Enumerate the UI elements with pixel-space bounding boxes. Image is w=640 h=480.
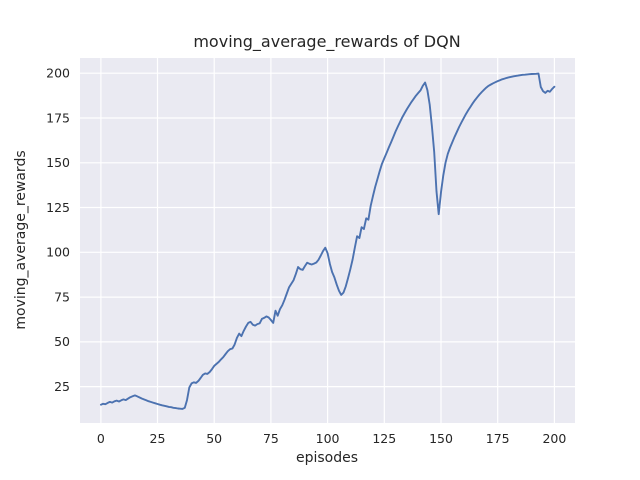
x-tick-label-100: 100 — [316, 431, 340, 446]
chart-title: moving_average_rewards of DQN — [193, 32, 460, 52]
y-tick-label-75: 75 — [54, 289, 70, 304]
y-tick-label-25: 25 — [54, 379, 70, 394]
y-tick-label-150: 150 — [46, 155, 70, 170]
y-axis-label: moving_average_rewards — [13, 150, 29, 329]
x-tick-label-125: 125 — [372, 431, 396, 446]
y-tick-label-200: 200 — [46, 66, 70, 81]
x-tick-labels: 0 25 50 75 100 125 150 175 200 — [97, 431, 566, 446]
x-tick-label-150: 150 — [429, 431, 453, 446]
y-tick-label-175: 175 — [46, 110, 70, 125]
x-tick-label-175: 175 — [486, 431, 510, 446]
y-tick-label-100: 100 — [46, 245, 70, 260]
x-axis-label: episodes — [296, 450, 358, 466]
x-tick-label-50: 50 — [206, 431, 222, 446]
y-tick-label-50: 50 — [54, 334, 70, 349]
reward-line — [99, 72, 556, 410]
x-tick-label-25: 25 — [150, 431, 166, 446]
y-tick-labels: 25 50 75 100 125 150 175 200 — [46, 66, 70, 394]
x-tick-label-200: 200 — [542, 431, 566, 446]
gridlines — [80, 58, 575, 423]
y-tick-label-125: 125 — [46, 200, 70, 215]
x-tick-label-0: 0 — [97, 431, 105, 446]
x-tick-label-75: 75 — [263, 431, 279, 446]
